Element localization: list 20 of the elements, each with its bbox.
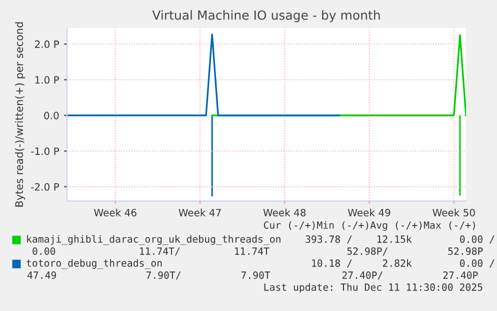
y-tick-label: 2.0 P	[34, 40, 60, 48]
chart-title: Virtual Machine IO usage - by month	[152, 10, 380, 22]
x-tick-label: Week 48	[263, 208, 306, 216]
text: 10.18 / 2.82k 0.00 /	[312, 259, 494, 268]
y-tick-label: -2.0 P	[31, 183, 60, 191]
x-tick-label: Week 47	[178, 208, 221, 216]
text: 47.49 7.90T/ 7.90T 27.40P/ 27.40P	[27, 271, 478, 280]
y-tick-label: 0.0	[44, 112, 59, 120]
y-axis-title: Bytes read(-)/written(+) per second	[15, 22, 26, 207]
x-tick-label: Week 50	[432, 208, 475, 216]
text: Cur (-/+)Min (-/+)Avg (-/+)Max (-/+)	[264, 221, 475, 231]
y-tick-label: 1.0 P	[35, 76, 60, 84]
y-tick-label: -1.0 P	[31, 147, 60, 156]
text: 393.78 / 12.15k 0.00 /	[306, 235, 494, 244]
text: Last update: Thu Dec 11 11:30:00 2025	[264, 283, 482, 293]
text: 0.00 11.74T/ 11.74T 52.98P/ 52.98P	[32, 247, 483, 256]
x-tick-label: Week 49	[348, 208, 390, 216]
legend-label: kamaji_ghibli_darac_org_uk_debug_threads_on	[27, 235, 280, 245]
x-tick-label: Week 46	[94, 208, 136, 216]
legend-label: totoro_debug_threads_on	[26, 259, 162, 269]
